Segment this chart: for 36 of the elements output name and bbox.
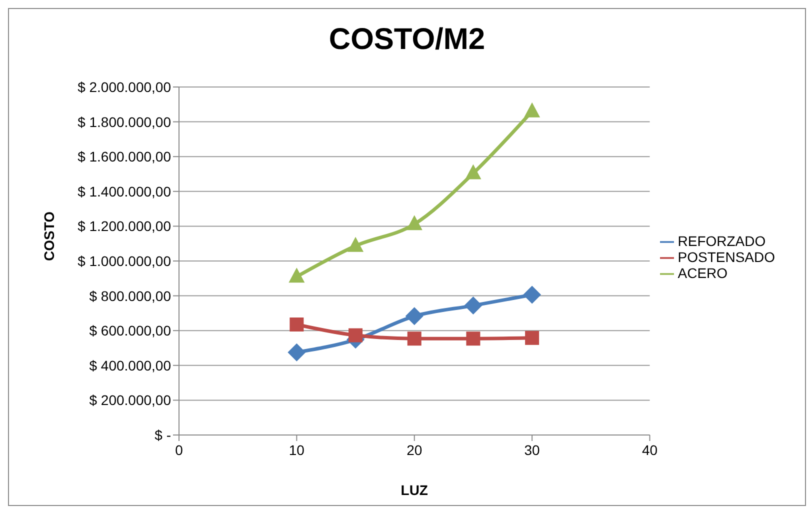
y-tick-label: $ 1.200.000,00 xyxy=(78,218,172,234)
point xyxy=(288,268,305,283)
point xyxy=(524,102,540,118)
legend-label: ACERO xyxy=(678,265,728,282)
point xyxy=(464,296,482,315)
x-tick-label: 30 xyxy=(524,442,540,458)
y-tick-label: $ 600.000,00 xyxy=(89,322,172,339)
point xyxy=(348,236,364,252)
legend-label: POSTENSADO xyxy=(678,248,775,265)
point xyxy=(465,164,482,180)
legend-label: REFORZADO xyxy=(678,232,766,249)
point xyxy=(407,332,422,346)
y-tick-label: $ 1.400.000,00 xyxy=(78,183,172,200)
y-tick-label: $ - xyxy=(154,426,172,443)
point xyxy=(405,307,424,326)
x-tick-label: 0 xyxy=(175,442,184,458)
y-tick-label: $ 200.000,00 xyxy=(89,392,172,408)
point xyxy=(466,332,480,346)
point xyxy=(406,215,422,230)
y-tick-label: $ 2.000.000,00 xyxy=(78,78,172,95)
x-tick-label: 40 xyxy=(642,442,658,458)
chart-title: COSTO/M2 xyxy=(328,23,486,57)
y-tick-label: $ 1.600.000,00 xyxy=(78,148,172,165)
point xyxy=(348,328,363,342)
point xyxy=(525,330,540,345)
point xyxy=(523,286,542,304)
x-axis-title: LUZ xyxy=(400,482,428,498)
y-tick-label: $ 800.000,00 xyxy=(89,288,172,304)
y-tick-label: $ 1.000.000,00 xyxy=(78,252,172,269)
y-tick-label: $ 400.000,00 xyxy=(89,357,172,374)
point xyxy=(288,343,306,362)
y-tick-label: $ 1.800.000,00 xyxy=(78,114,172,130)
y-axis-title: COSTO xyxy=(40,211,57,261)
x-tick-label: 20 xyxy=(406,442,422,458)
point xyxy=(290,318,304,332)
x-tick-label: 10 xyxy=(288,442,305,458)
